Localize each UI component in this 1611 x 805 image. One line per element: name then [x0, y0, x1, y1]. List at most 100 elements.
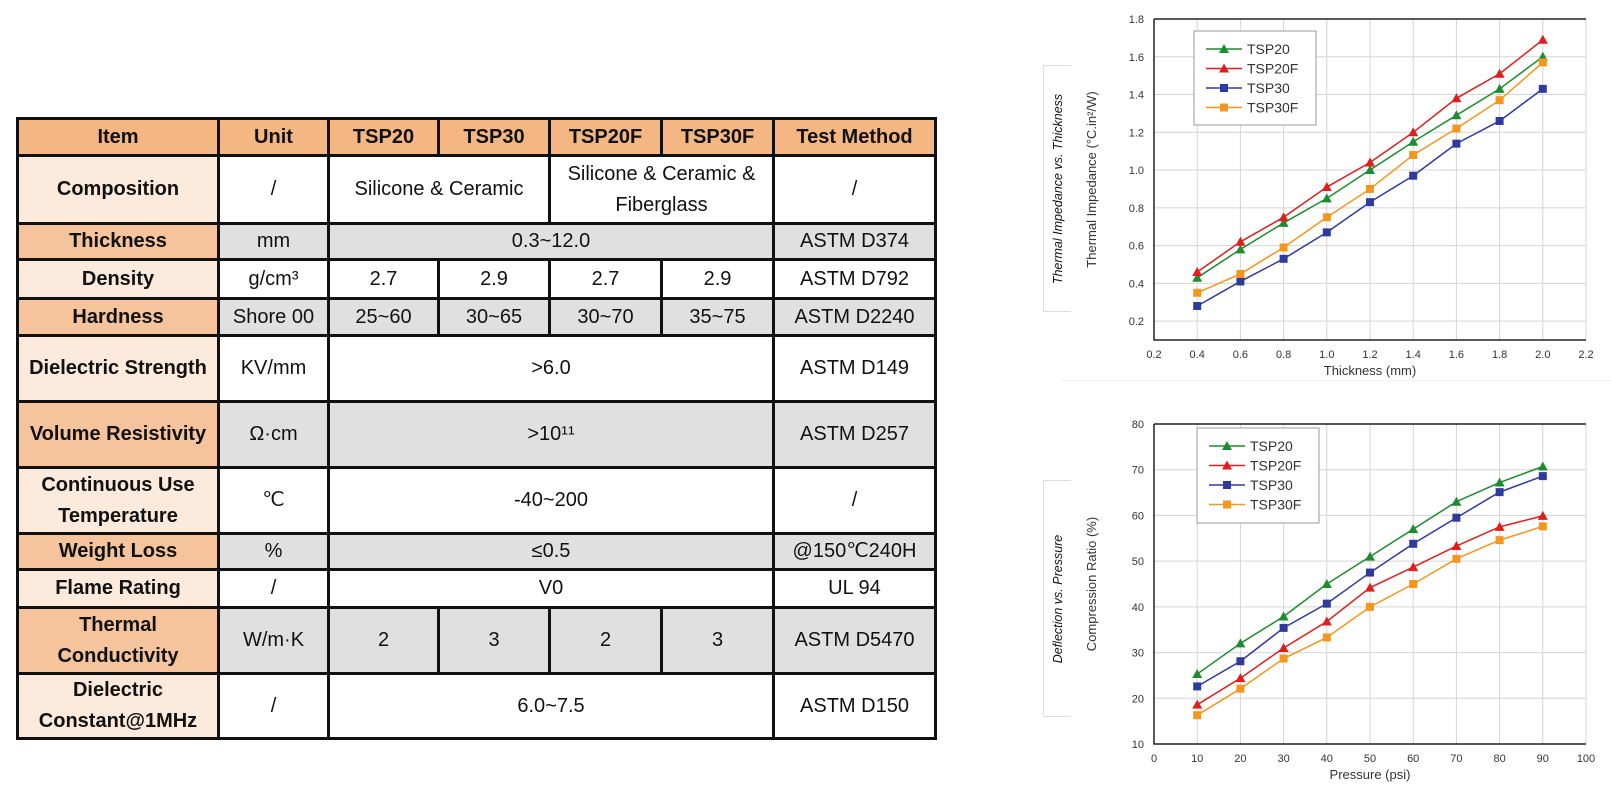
- x-tick-label: 1.6: [1449, 349, 1464, 361]
- legend-box: [1193, 30, 1317, 126]
- y-axis-label: Compression Ratio (%): [1084, 517, 1099, 651]
- row-label: Composition: [16, 154, 220, 225]
- header-row: Item Unit TSP20 TSP30 TSP20F TSP30F Test Metho…: [16, 117, 937, 157]
- triangle-marker: [1321, 579, 1332, 588]
- column-header: Item: [16, 117, 220, 157]
- square-marker: [1409, 171, 1418, 180]
- series-tsp30: [1193, 472, 1547, 691]
- table-cell: /: [217, 568, 330, 609]
- square-marker: [1366, 568, 1374, 577]
- square-marker: [1409, 150, 1418, 159]
- table-cell: @150℃240H: [772, 532, 937, 571]
- triangle-marker: [1408, 524, 1419, 534]
- triangle-marker: [1278, 212, 1289, 222]
- table-cell: UL 94: [772, 568, 937, 609]
- table-cell: ASTM D2240: [772, 297, 937, 337]
- table-cell: /: [217, 672, 330, 740]
- spec-table: Item Unit TSP20 TSP30 TSP20F TSP30F Test Metho…: [16, 117, 937, 740]
- x-tick-label: 0.6: [1233, 349, 1248, 361]
- triangle-marker: [1222, 441, 1232, 450]
- square-marker: [1220, 84, 1228, 92]
- square-marker: [1236, 657, 1245, 666]
- column-header: TSP30: [437, 117, 551, 157]
- table-cell: ℃: [217, 466, 330, 535]
- row-label: Thickness: [16, 222, 220, 261]
- column-header: TSP20F: [548, 117, 663, 157]
- square-marker: [1279, 254, 1288, 263]
- series-tsp20f: [1192, 34, 1548, 277]
- table-cell: 0.3~12.0: [327, 222, 775, 261]
- x-tick-label: 1.4: [1406, 349, 1421, 361]
- square-marker: [1495, 488, 1504, 497]
- triangle-marker: [1537, 34, 1548, 44]
- table-row: Thermal Conductivity W/m·K 2 3 2 3 ASTM D5470: [16, 606, 937, 675]
- x-tick-label: 0.2: [1146, 349, 1161, 361]
- series-tsp30f: [1193, 522, 1547, 720]
- square-marker: [1236, 684, 1245, 693]
- series-tsp30f: [1193, 58, 1547, 297]
- table-cell: 25~60: [327, 297, 440, 337]
- x-tick-label: 80: [1493, 753, 1505, 765]
- triangle-marker: [1408, 136, 1419, 146]
- row-label: Density: [16, 258, 220, 300]
- square-marker: [1193, 288, 1202, 297]
- x-tick-label: 30: [1277, 753, 1289, 765]
- table-cell: ASTM D149: [772, 334, 937, 403]
- table-cell: >6.0: [327, 334, 775, 403]
- triangle-marker: [1408, 562, 1419, 572]
- table-cell: mm: [217, 222, 330, 261]
- x-tick-label: 2.0: [1535, 349, 1550, 361]
- triangle-marker: [1494, 83, 1505, 93]
- table-cell: 2.7: [548, 258, 663, 300]
- table-row: Hardness Shore 00 25~60 30~65 30~70 35~75 ASTM…: [16, 297, 937, 337]
- square-marker: [1193, 682, 1202, 691]
- triangle-marker: [1235, 236, 1246, 246]
- row-label: Dielectric Strength: [16, 334, 220, 403]
- table-cell: Ω·cm: [217, 400, 330, 469]
- table-cell: 2: [327, 606, 440, 675]
- x-tick-label: 0.4: [1190, 349, 1205, 361]
- y-tick-label: 40: [1132, 602, 1144, 614]
- triangle-marker: [1494, 477, 1505, 487]
- row-label: Flame Rating: [16, 568, 220, 609]
- square-marker: [1220, 103, 1228, 112]
- square-marker: [1538, 472, 1547, 481]
- triangle-marker: [1278, 643, 1289, 652]
- table-cell: Shore 00: [217, 297, 330, 337]
- triangle-marker: [1321, 182, 1332, 192]
- x-axis-label: Thickness (mm): [1324, 363, 1416, 378]
- legend-box: [1196, 427, 1320, 524]
- side-label-deflection: Deflection vs. Pressure: [1043, 480, 1071, 717]
- row-label: Hardness: [16, 297, 220, 337]
- y-tick-label: 1.2: [1129, 127, 1144, 139]
- row-label: Continuous Use Temperature: [16, 466, 220, 535]
- table-row: Weight Loss% ≤0.5 @150℃240H: [16, 532, 937, 571]
- triangle-marker: [1235, 673, 1246, 683]
- table-row: Composition / Silicone & Ceramic Silicone &…: [16, 154, 937, 225]
- triangle-marker: [1494, 521, 1505, 531]
- table-cell: /: [217, 154, 330, 225]
- table-cell: ASTM D257: [772, 400, 937, 469]
- square-marker: [1322, 213, 1331, 222]
- thermal-impedance-chart: 0.2 0.4 0.6 0.8 1.0 1.2 1.4 1.6 1.8 2.0 2.2 0.2 0.4 0…: [1084, 14, 1594, 378]
- row-label: Weight Loss: [16, 532, 220, 571]
- square-marker: [1236, 277, 1245, 286]
- triangle-marker: [1321, 616, 1332, 626]
- x-tick-label: 2.2: [1578, 349, 1593, 361]
- x-tick-label: 100: [1577, 753, 1595, 765]
- table-cell: 30~65: [437, 297, 551, 337]
- triangle-marker: [1365, 582, 1375, 592]
- triangle-marker: [1365, 165, 1375, 175]
- x-axis-label: Pressure (psi): [1330, 767, 1411, 782]
- legend-label: TSP30F: [1247, 100, 1298, 116]
- table-cell: ASTM D5470: [772, 606, 937, 675]
- axis-lines: [1153, 424, 1586, 745]
- table-row: Volume Resistivity Ω·cm >10¹¹ ASTM D257: [16, 400, 937, 469]
- series-tsp20f: [1192, 510, 1548, 709]
- table-row: Thickness mm 0.3~12.0 ASTM D374: [16, 222, 937, 261]
- table-cell: KV/mm: [217, 334, 330, 403]
- axis-lines: [1153, 19, 1586, 341]
- triangle-marker: [1219, 63, 1229, 73]
- triangle-marker: [1222, 460, 1232, 470]
- table-cell: V0: [327, 568, 775, 609]
